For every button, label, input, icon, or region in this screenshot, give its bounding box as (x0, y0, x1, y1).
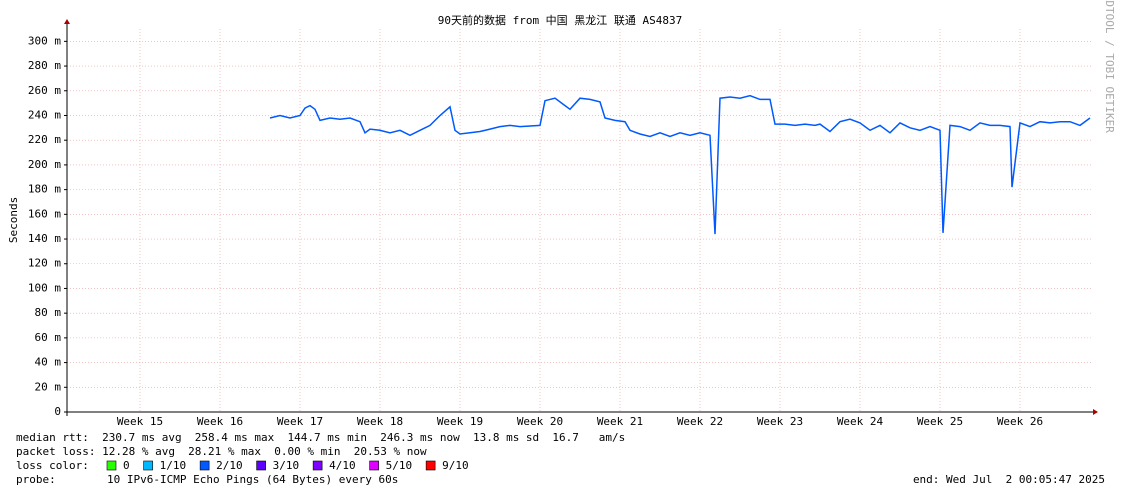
legend-swatch (312, 460, 323, 471)
legend-swatch (143, 460, 153, 471)
x-tick-label: Week 26 (997, 415, 1043, 428)
x-tick-label: Week 24 (837, 415, 884, 428)
probe-label: probe: (16, 473, 56, 486)
chart-title: 90天前的数据 from 中国 黑龙江 联通 AS4837 (438, 13, 683, 27)
y-axis-label: Seconds (7, 197, 20, 243)
stats-line: packet loss: 12.28 % avg 28.21 % max 0.0… (16, 445, 427, 458)
y-tick-label: 180 m (28, 183, 61, 196)
y-tick-label: 100 m (28, 281, 61, 294)
y-tick-label: 120 m (28, 257, 61, 270)
legend-swatch (425, 460, 436, 471)
legend-swatch (369, 460, 379, 471)
legend-swatch (199, 460, 210, 471)
series-line (269, 94, 1091, 235)
y-tick-label: 0 (54, 405, 61, 418)
x-tick-label: Week 18 (357, 415, 403, 428)
y-tick-label: 160 m (28, 207, 61, 220)
x-tick-label: Week 25 (917, 415, 963, 428)
plot (67, 29, 1093, 413)
legend-label: 1/10 (160, 459, 187, 472)
stats-line: median rtt: 230.7 ms avg 258.4 ms max 14… (16, 431, 625, 444)
loss-color-label: loss color: (16, 459, 89, 472)
legend-swatch (256, 460, 266, 471)
y-axis-arrow (64, 19, 70, 24)
y-tick-label: 60 m (35, 331, 62, 344)
x-axis-arrow (1093, 409, 1098, 415)
x-tick-label: Week 22 (677, 415, 723, 428)
y-tick-label: 240 m (28, 108, 61, 121)
y-tick-label: 200 m (28, 158, 61, 171)
x-tick-label: Week 23 (757, 415, 803, 428)
y-tick-label: 300 m (28, 34, 61, 47)
probe-text: 10 IPv6-ICMP Echo Pings (64 Bytes) every… (107, 473, 398, 486)
side-text: RRDTOOL / TOBI OETIKER (1103, 0, 1116, 133)
y-tick-label: 80 m (35, 306, 62, 319)
x-tick-label: Week 15 (117, 415, 163, 428)
y-tick-label: 140 m (28, 232, 61, 245)
x-tick-label: Week 17 (277, 415, 323, 428)
legend-swatch (106, 460, 117, 471)
y-tick-label: 220 m (28, 133, 61, 146)
legend-label: 4/10 (329, 459, 356, 472)
legend-label: 9/10 (442, 459, 469, 472)
x-tick-label: Week 20 (517, 415, 563, 428)
x-tick-label: Week 21 (597, 415, 643, 428)
y-tick-label: 280 m (28, 59, 61, 72)
legend-label: 0 (123, 459, 130, 472)
x-tick-label: Week 16 (197, 415, 243, 428)
y-tick-label: 260 m (28, 84, 61, 97)
y-tick-label: 40 m (35, 356, 62, 369)
legend-label: 3/10 (273, 459, 300, 472)
legend-label: 2/10 (216, 459, 243, 472)
end-time: end: Wed Jul 2 00:05:47 2025 (913, 473, 1105, 486)
x-tick-label: Week 19 (437, 415, 483, 428)
legend-label: 5/10 (386, 459, 413, 472)
y-tick-label: 20 m (35, 380, 62, 393)
